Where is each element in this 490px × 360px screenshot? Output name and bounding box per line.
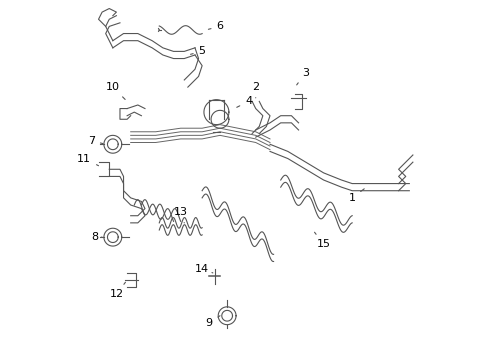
Text: 6: 6 — [208, 21, 223, 31]
Text: 13: 13 — [173, 207, 188, 223]
Text: 4: 4 — [237, 96, 252, 107]
Text: 2: 2 — [252, 82, 259, 98]
Text: 8: 8 — [92, 232, 102, 242]
Text: 7: 7 — [88, 136, 103, 146]
Text: 15: 15 — [315, 232, 331, 249]
Text: 11: 11 — [77, 154, 98, 166]
Text: 9: 9 — [206, 316, 220, 328]
Text: 3: 3 — [296, 68, 309, 85]
Text: 1: 1 — [349, 189, 364, 203]
Text: 12: 12 — [109, 282, 125, 299]
Text: 10: 10 — [106, 82, 125, 99]
Text: 5: 5 — [191, 46, 206, 57]
Text: 14: 14 — [195, 264, 213, 274]
